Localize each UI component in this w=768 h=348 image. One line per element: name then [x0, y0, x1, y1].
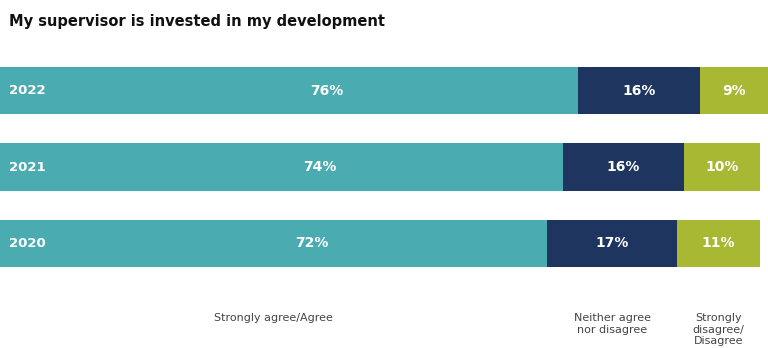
- Text: 74%: 74%: [303, 160, 336, 174]
- Bar: [578, 67, 700, 114]
- Bar: [563, 143, 684, 191]
- Bar: [700, 67, 768, 114]
- Text: 16%: 16%: [622, 84, 655, 98]
- Text: 11%: 11%: [702, 236, 735, 250]
- Bar: [0, 67, 578, 114]
- Bar: [0, 143, 563, 191]
- Bar: [0, 220, 548, 267]
- Bar: [677, 220, 760, 267]
- Text: 2020: 2020: [9, 237, 46, 250]
- Text: Neither agree
nor disagree: Neither agree nor disagree: [574, 313, 650, 335]
- Text: 17%: 17%: [595, 236, 629, 250]
- Text: Strongly
disagree/
Disagree: Strongly disagree/ Disagree: [693, 313, 744, 346]
- Text: 10%: 10%: [706, 160, 739, 174]
- Bar: [548, 220, 677, 267]
- Text: Strongly agree/Agree: Strongly agree/Agree: [214, 313, 333, 323]
- Text: 72%: 72%: [295, 236, 329, 250]
- Text: 16%: 16%: [607, 160, 641, 174]
- Text: 76%: 76%: [310, 84, 343, 98]
- Text: 2021: 2021: [9, 160, 46, 174]
- Text: 2022: 2022: [9, 84, 46, 97]
- Text: My supervisor is invested in my development: My supervisor is invested in my developm…: [9, 14, 386, 29]
- Bar: [684, 143, 760, 191]
- Text: 9%: 9%: [722, 84, 746, 98]
